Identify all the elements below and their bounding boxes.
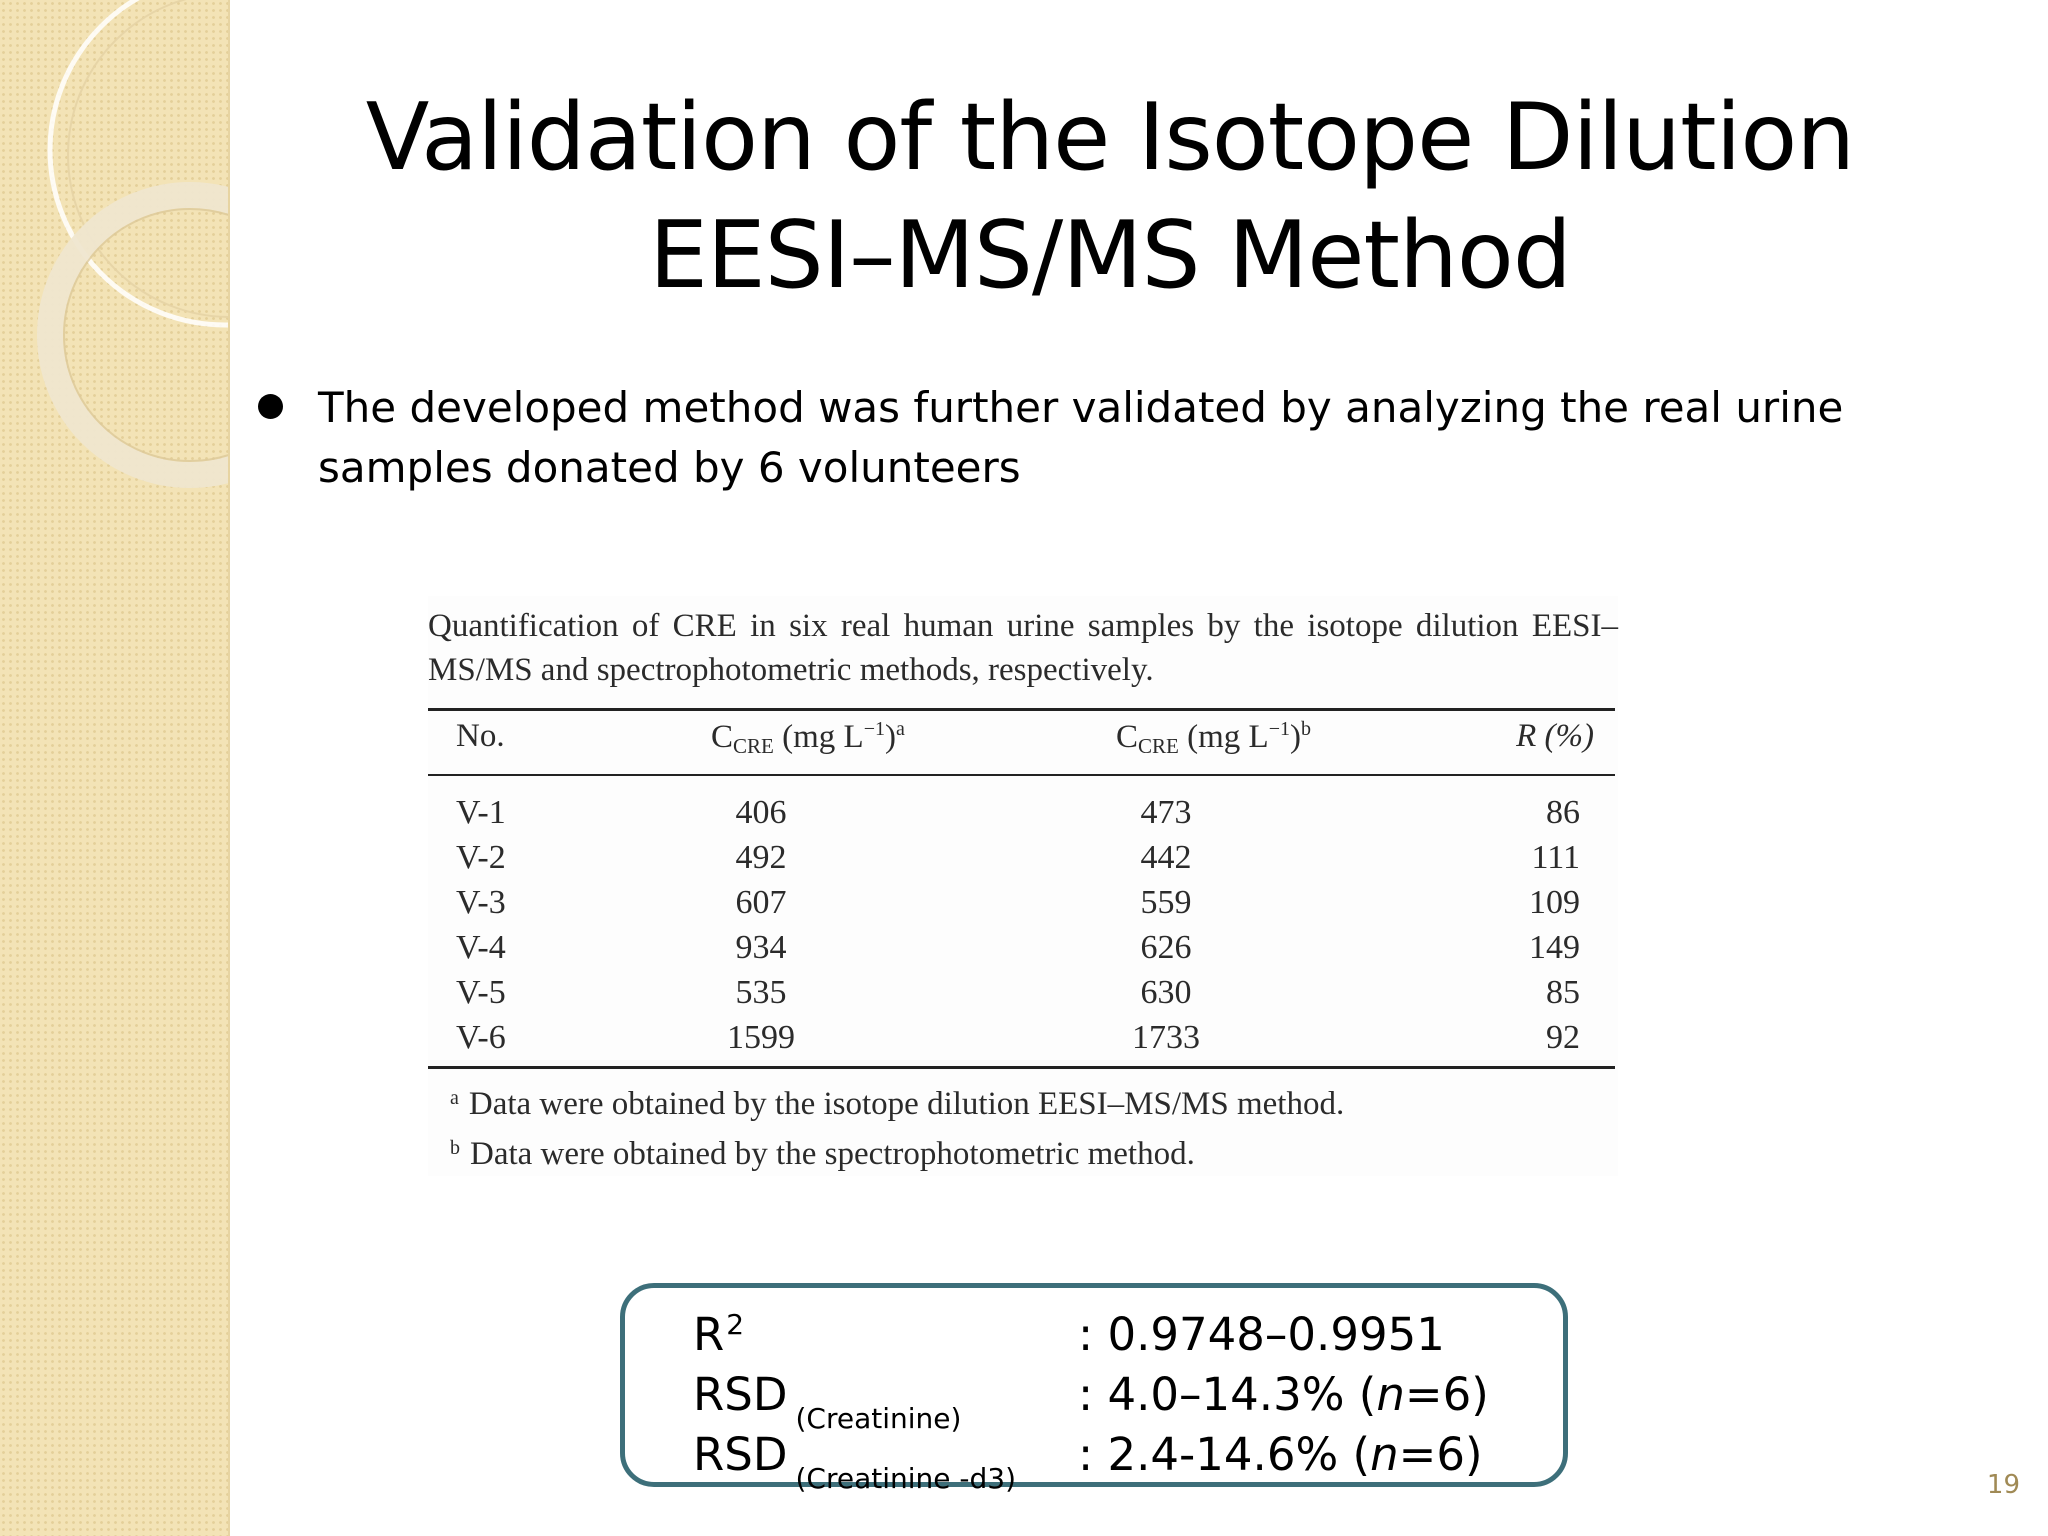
table-footnotes: a Data were obtained by the isotope dilut… [450,1076,1344,1176]
cell-cre-spectro: 559 [1140,884,1192,921]
table-bottom-rule [428,1066,1615,1069]
cell-recovery: 149 [1529,929,1580,966]
stat-rsd1-label: RSD (Creatinine) [693,1368,962,1435]
cell-cre-spectro: 630 [1140,974,1192,1011]
header-no: No. [456,718,505,754]
cell-cre-spectro: 626 [1140,929,1192,966]
stat-r2-label: R2 [693,1308,745,1361]
cell-recovery: 86 [1546,794,1580,831]
slide-title: Validation of the Isotope Dilution EESI–… [365,83,1856,309]
cell-no: V-6 [456,1019,506,1056]
header-recovery: R (%) [1516,718,1594,754]
cell-cre-spectro: 442 [1140,839,1192,876]
cell-recovery: 85 [1546,974,1580,1011]
cell-recovery: 111 [1531,839,1580,876]
table-figure: Quantification of CRE in six real human … [428,596,1618,1176]
table-row: V-5 535 630 85 [428,974,1618,1019]
cell-cre-isotope: 607 [735,884,787,921]
cell-cre-isotope: 535 [735,974,787,1011]
cell-cre-isotope: 406 [735,794,787,831]
table-header-row: No. CCRE (mg L−1)a CCRE (mg L−1)b R (%) [428,718,1618,768]
cell-cre-isotope: 1599 [727,1019,795,1056]
table-body: V-1 406 473 86 V-2 492 442 111 V-3 607 5… [428,794,1618,1064]
decorative-rings [37,0,228,488]
header-cre-spectro: CCRE (mg L−1)b [1116,718,1311,758]
stat-rsd2-label: RSD (Creatinine -d3) [693,1428,1017,1495]
cell-no: V-3 [456,884,506,921]
decorative-side-band [0,0,230,1536]
cell-no: V-2 [456,839,506,876]
cell-no: V-4 [456,929,506,966]
bullet-text: The developed method was further validat… [318,383,1844,492]
cell-cre-isotope: 934 [735,929,787,966]
table-caption: Quantification of CRE in six real human … [428,608,1618,688]
stat-r2-value: : 0.9748–0.9951 [1078,1308,1445,1361]
footnote-a: a Data were obtained by the isotope dilut… [450,1086,1345,1122]
page-number: 19 [1986,1470,2020,1500]
table-header-rule [428,774,1615,776]
cell-cre-spectro: 1733 [1132,1019,1200,1056]
cell-cre-isotope: 492 [735,839,787,876]
table-row: V-4 934 626 149 [428,929,1618,974]
cell-recovery: 109 [1529,884,1580,921]
cell-cre-spectro: 473 [1140,794,1192,831]
bullet-dot-icon [258,394,283,419]
table-row: V-2 492 442 111 [428,839,1618,884]
table-row: V-1 406 473 86 [428,794,1618,839]
cell-no: V-5 [456,974,506,1011]
table-row: V-6 1599 1733 92 [428,1019,1618,1064]
stat-rsd2-value: : 2.4-14.6% (n=6) [1078,1428,1483,1481]
cell-recovery: 92 [1546,1019,1580,1056]
header-cre-isotope: CCRE (mg L−1)a [711,718,905,758]
cell-no: V-1 [456,794,506,831]
footnote-b: b Data were obtained by the spectrophotom… [450,1136,1195,1172]
stat-rsd1-value: : 4.0–14.3% (n=6) [1078,1368,1489,1421]
table-top-rule [428,708,1615,711]
stats-box: R2 : 0.9748–0.9951 RSD (Creatinine) : 4.0… [620,1283,1568,1495]
table-row: V-3 607 559 109 [428,884,1618,929]
